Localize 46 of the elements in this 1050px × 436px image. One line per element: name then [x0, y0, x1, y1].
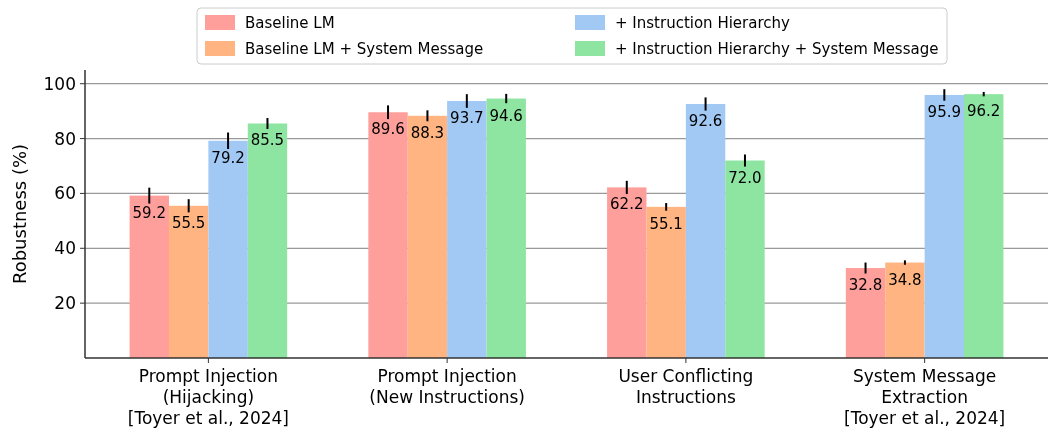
- y-tick-label: 20: [54, 293, 76, 314]
- data-label: 88.3: [410, 123, 445, 142]
- data-label: 34.8: [888, 270, 922, 289]
- x-tick-label: System Message Extraction [Toyer et al., 2024]: [844, 366, 1006, 428]
- data-label: 59.2: [132, 203, 166, 222]
- legend-label: + Instruction Hierarchy: [615, 14, 791, 33]
- bar: [607, 187, 647, 358]
- data-label: 55.1: [649, 214, 683, 233]
- legend-label: Baseline LM: [245, 14, 335, 33]
- data-label: 89.6: [371, 120, 405, 139]
- y-tick-label: 60: [54, 183, 76, 204]
- bar: [447, 100, 487, 358]
- data-label: 79.2: [211, 148, 245, 167]
- bar: [368, 112, 408, 358]
- data-label: 62.2: [610, 195, 644, 214]
- bar: [685, 104, 726, 358]
- data-label: 72.0: [728, 168, 762, 187]
- y-tick-label: 40: [54, 238, 76, 259]
- data-label: 55.5: [171, 213, 206, 232]
- bar: [208, 140, 248, 358]
- y-axis-title: Robustness (%): [9, 143, 30, 285]
- data-label: 85.5: [250, 131, 285, 150]
- legend-label: Baseline LM + System Message: [245, 40, 484, 59]
- data-label: 32.8: [848, 276, 883, 295]
- y-tick-label: 80: [54, 128, 76, 149]
- x-tick-label: Prompt Injection (New Instructions): [369, 366, 525, 407]
- bar: [845, 268, 886, 358]
- data-label: 94.6: [489, 106, 523, 125]
- y-tick-label: 100: [43, 73, 76, 94]
- bar: [168, 205, 209, 358]
- x-tick-label: Prompt Injection (Hijacking) [Toyer et al., 2024]: [127, 366, 289, 428]
- bar: [964, 94, 1004, 358]
- data-label: 93.7: [450, 108, 484, 127]
- bar: [486, 98, 526, 358]
- data-label: 95.9: [927, 102, 962, 121]
- legend-label: + Instruction Hierarchy + System Message: [615, 40, 939, 59]
- bar: [924, 94, 965, 358]
- bar: [646, 206, 686, 358]
- data-label: 96.2: [967, 102, 1001, 121]
- bar: [129, 195, 169, 358]
- bar: [247, 123, 288, 358]
- bar: [407, 115, 448, 358]
- data-label: 92.6: [688, 112, 723, 131]
- x-tick-label: User Conflicting Instructions: [618, 366, 754, 407]
- bar: [885, 262, 925, 358]
- bar: [725, 160, 765, 358]
